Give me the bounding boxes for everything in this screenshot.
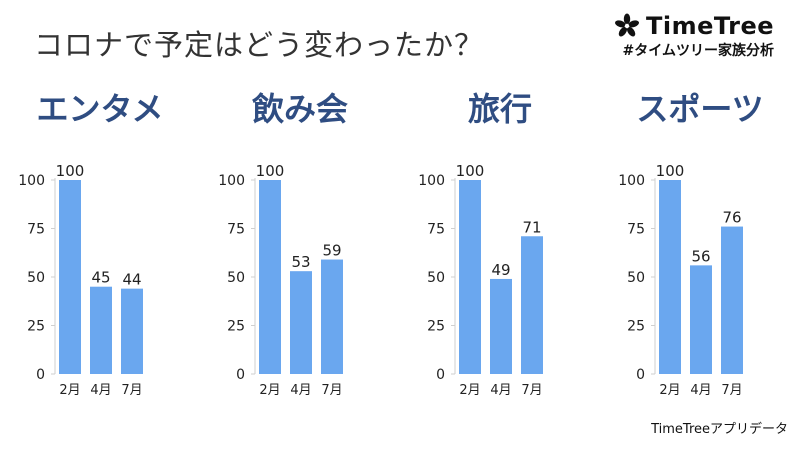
chart-heading-travel: 旅行	[467, 90, 532, 128]
y-tick-label: 25	[27, 319, 45, 335]
y-tick-label: 25	[427, 319, 445, 335]
y-tick-label: 50	[227, 270, 245, 286]
x-tick-label: 4月	[690, 383, 711, 398]
chart-entertainment: 0 25 50 75 100 100 2月 45 4月 44 7月	[18, 162, 143, 398]
brand-tagline: #タイムツリー家族分析	[622, 43, 774, 59]
bar-value-label: 100	[456, 162, 485, 180]
x-tick-label: 7月	[721, 383, 742, 398]
bar	[121, 288, 143, 374]
chart-heading-entertainment: エンタメ	[36, 90, 164, 128]
chart-drinking: 0 25 50 75 100 100 2月 53 4月 59 7月	[218, 162, 343, 398]
y-tick-label: 50	[27, 270, 45, 286]
bar-value-label: 76	[722, 209, 741, 227]
bar	[490, 278, 512, 374]
y-tick-label: 0	[236, 367, 245, 383]
bar	[459, 180, 481, 374]
brand-block: TimeTree #タイムツリー家族分析	[614, 12, 774, 60]
y-tick-label: 50	[427, 270, 445, 286]
x-tick-label: 4月	[490, 383, 511, 398]
x-tick-label: 2月	[459, 383, 480, 398]
x-tick-label: 2月	[59, 383, 80, 398]
y-tick-label: 75	[227, 222, 245, 238]
y-tick-label: 25	[227, 319, 245, 335]
bar-value-label: 100	[256, 162, 285, 180]
bar	[290, 271, 312, 374]
y-tick-label: 50	[627, 270, 645, 286]
bar-value-label: 44	[122, 271, 141, 289]
y-tick-label: 0	[36, 367, 45, 383]
bar-value-label: 45	[91, 269, 110, 287]
bar	[690, 265, 712, 374]
bar-value-label: 71	[522, 218, 541, 236]
chart-travel: 0 25 50 75 100 100 2月 49 4月 71 7月	[418, 162, 543, 398]
x-tick-label: 7月	[521, 383, 542, 398]
y-tick-label: 75	[627, 222, 645, 238]
y-tick-label: 100	[18, 173, 45, 189]
x-tick-label: 4月	[290, 383, 311, 398]
x-tick-label: 2月	[259, 383, 280, 398]
y-tick-label: 75	[427, 222, 445, 238]
y-tick-label: 100	[418, 173, 445, 189]
bar	[721, 226, 743, 374]
bar	[59, 180, 81, 374]
bar-value-label: 56	[691, 247, 710, 265]
bar	[90, 286, 112, 374]
x-tick-label: 2月	[659, 383, 680, 398]
bar-value-label: 53	[291, 253, 310, 271]
y-tick-label: 100	[618, 173, 645, 189]
brand-name: TimeTree	[645, 12, 774, 40]
x-tick-label: 4月	[90, 383, 111, 398]
data-source-label: TimeTreeアプリデータ	[651, 422, 788, 437]
x-tick-label: 7月	[121, 383, 142, 398]
flower-icon	[615, 13, 639, 37]
bar	[321, 259, 343, 374]
chart-heading-drinking: 飲み会	[251, 90, 348, 128]
y-tick-label: 100	[218, 173, 245, 189]
bar-value-label: 59	[322, 242, 341, 260]
bar	[659, 180, 681, 374]
y-tick-label: 0	[636, 367, 645, 383]
bar-value-label: 100	[56, 162, 85, 180]
y-tick-label: 75	[27, 222, 45, 238]
bar-value-label: 49	[491, 261, 510, 279]
bar-value-label: 100	[656, 162, 685, 180]
page-title: コロナで予定はどう変わったか？	[34, 28, 485, 62]
chart-heading-sports: スポーツ	[636, 90, 764, 128]
y-tick-label: 25	[627, 319, 645, 335]
x-tick-label: 7月	[321, 383, 342, 398]
y-tick-label: 0	[436, 367, 445, 383]
bar	[521, 236, 543, 374]
bar	[259, 180, 281, 374]
chart-sports: 0 25 50 75 100 100 2月 56 4月 76 7月	[618, 162, 743, 398]
